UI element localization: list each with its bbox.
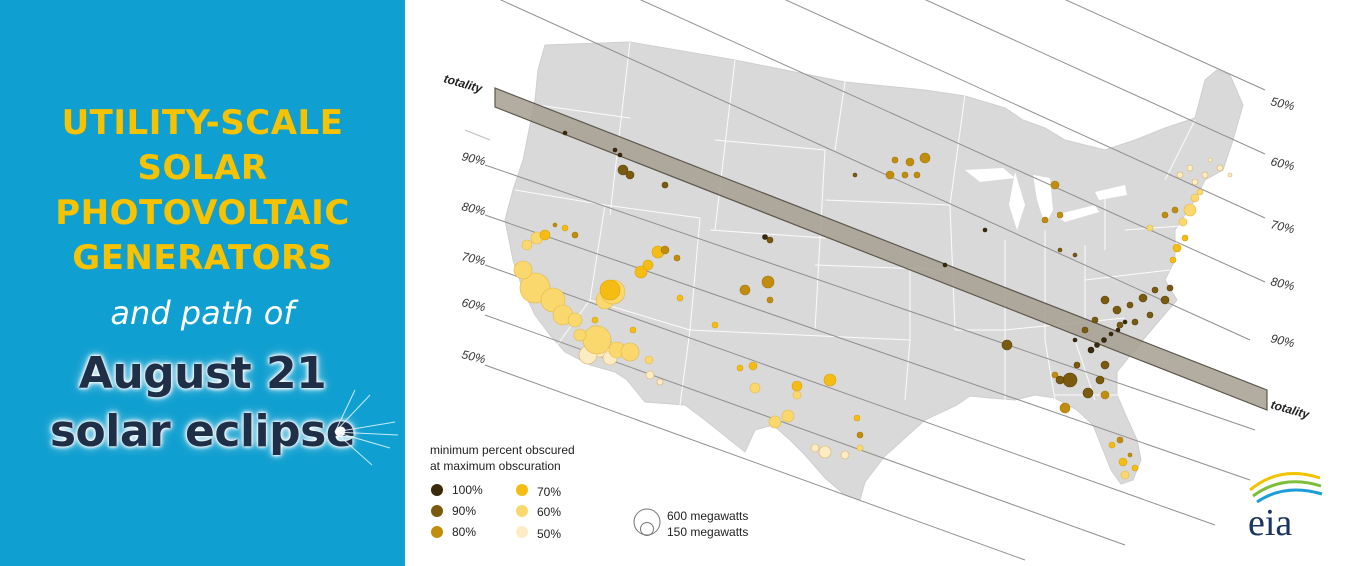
subtitle: and path of xyxy=(110,294,295,332)
legend-title-2: at maximum obscuration xyxy=(430,459,561,473)
legend-label-50: 50% xyxy=(537,527,561,541)
legend-swatch-80 xyxy=(431,526,443,538)
bubbles-100 xyxy=(562,130,1128,354)
legend-label-90: 90% xyxy=(452,504,476,518)
sparkle-icon xyxy=(334,389,399,466)
headline-line-1: August 21 xyxy=(78,348,327,399)
headline-line-2: solar eclipse xyxy=(49,406,356,457)
left-label-70: 70% xyxy=(460,249,487,268)
pv-bubbles xyxy=(513,130,1233,480)
title-line-1: UTILITY-SCALE xyxy=(61,103,344,143)
legend-label-60: 60% xyxy=(537,505,561,519)
legend-label-100: 100% xyxy=(452,483,483,497)
totality-label-right: totality xyxy=(1269,397,1312,422)
legend: minimum percent obscured at maximum obsc… xyxy=(430,443,748,541)
legend-size-label-600: 600 megawatts xyxy=(667,509,748,523)
legend-title-1: minimum percent obscured xyxy=(430,443,575,457)
left-label-60: 60% xyxy=(460,295,487,314)
legend-label-80: 80% xyxy=(452,525,476,539)
title-line-4: GENERATORS xyxy=(72,238,333,278)
legend-label-70: 70% xyxy=(537,485,561,499)
legend-swatch-50 xyxy=(516,526,528,538)
us-land xyxy=(504,41,1244,501)
title-line-3: PHOTOVOLTAIC xyxy=(55,193,350,233)
title-line-2: SOLAR xyxy=(137,148,268,188)
totality-band xyxy=(494,87,1268,411)
obscuration-lines xyxy=(484,0,1266,561)
totality-label-left: totality xyxy=(442,71,485,96)
left-label-50: 50% xyxy=(460,347,487,366)
right-percent-labels: 50% 60% 70% 80% 90% xyxy=(1269,94,1296,350)
bubbles-70 xyxy=(539,224,1189,472)
eia-logo-text: eia xyxy=(1248,502,1292,544)
title-panel: UTILITY-SCALE SOLAR PHOTOVOLTAIC GENERAT… xyxy=(0,0,405,566)
left-percent-labels: 90% 80% 70% 60% 50% xyxy=(460,149,487,366)
legend-swatch-60 xyxy=(516,505,528,517)
eia-logo: eia xyxy=(1248,472,1323,544)
bubbles-80 xyxy=(552,152,1179,458)
right-label-60: 60% xyxy=(1269,154,1296,173)
legend-size-label-150: 150 megawatts xyxy=(667,525,748,539)
legend-swatch-90 xyxy=(431,505,443,517)
right-label-70: 70% xyxy=(1269,217,1296,236)
right-label-90: 90% xyxy=(1269,331,1296,350)
obscuration-lines-outside xyxy=(464,129,491,141)
right-label-50: 50% xyxy=(1269,94,1296,113)
eclipse-map: 90% 80% 70% 60% 50% 50% 60% 70% 80% 90% … xyxy=(430,0,1323,561)
legend-swatch-100 xyxy=(431,484,443,496)
bubbles-90 xyxy=(617,164,1174,399)
legend-size-150 xyxy=(640,522,654,536)
great-lakes xyxy=(965,168,1127,230)
left-label-80: 80% xyxy=(460,199,487,218)
legend-swatch-70 xyxy=(516,484,528,496)
right-label-80: 80% xyxy=(1269,274,1296,293)
left-label-90: 90% xyxy=(460,149,487,168)
